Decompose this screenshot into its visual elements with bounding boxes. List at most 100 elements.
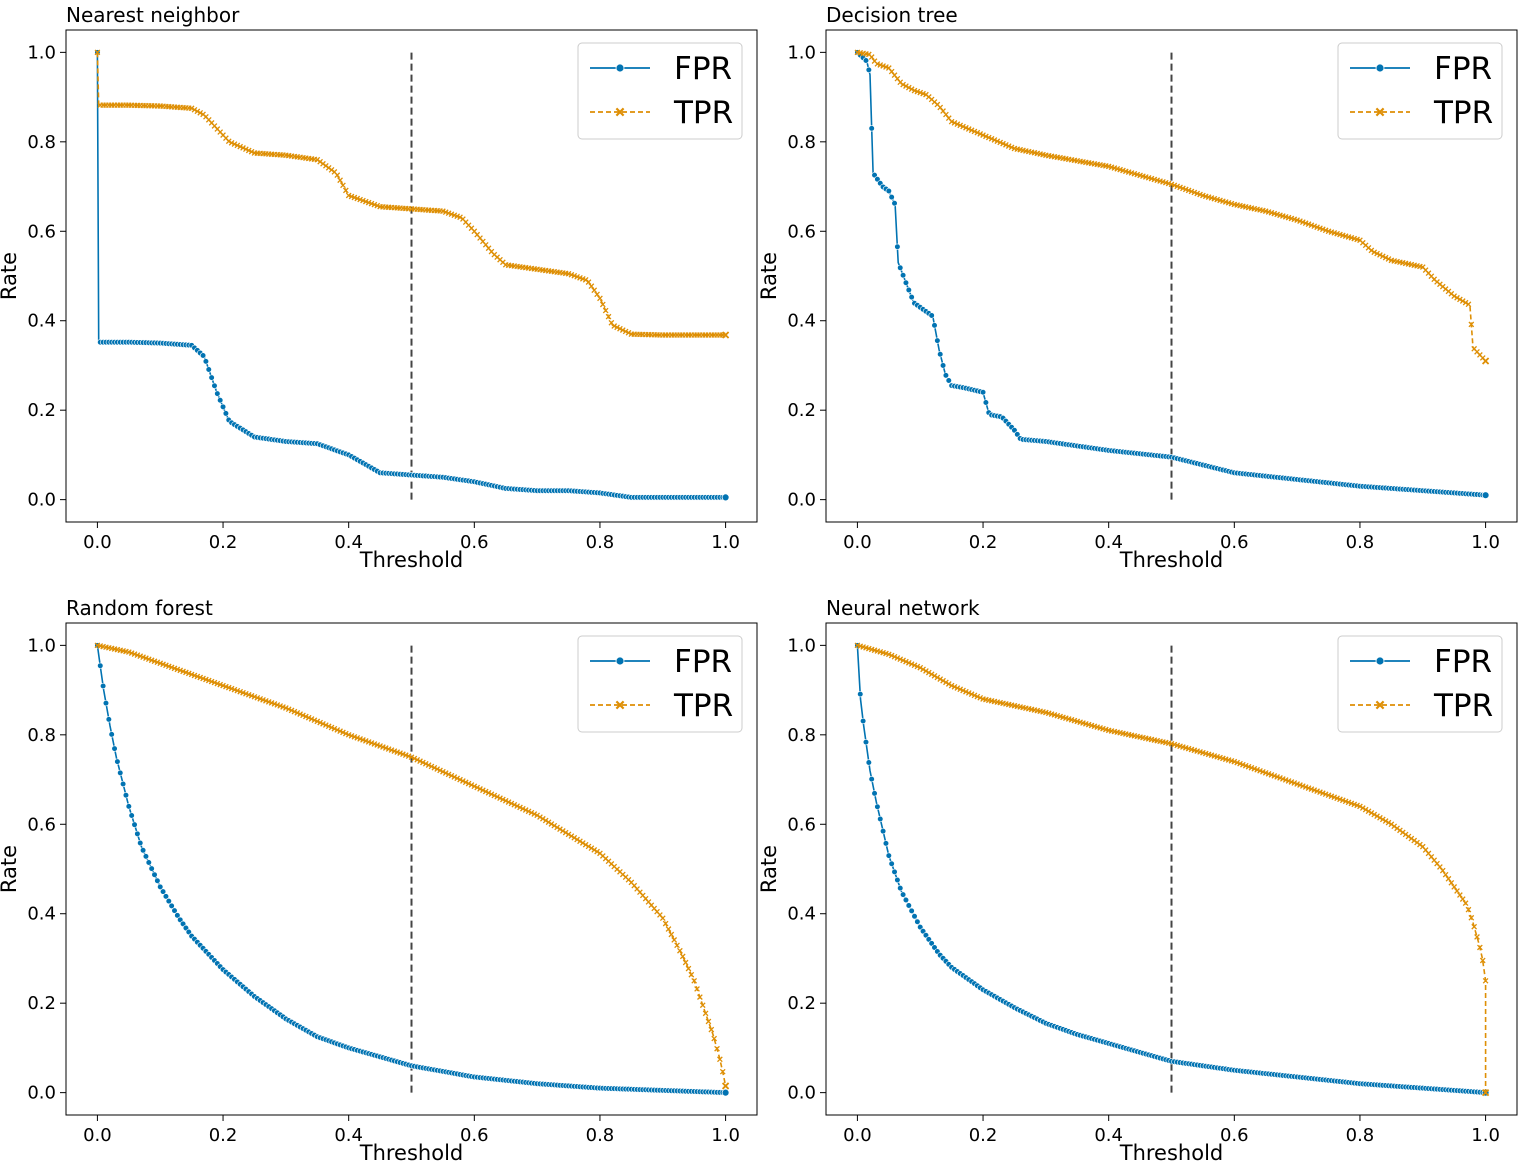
y-tick-label: 0.4 bbox=[787, 311, 816, 332]
fpr-point bbox=[885, 187, 892, 195]
tpr-point bbox=[868, 54, 875, 60]
tpr-point bbox=[1477, 944, 1483, 951]
x-tick-label: 0.8 bbox=[1346, 532, 1375, 553]
tpr-point bbox=[537, 814, 543, 820]
tpr-point bbox=[1474, 934, 1480, 940]
fpr-point bbox=[902, 279, 910, 286]
tpr-point bbox=[1379, 253, 1386, 260]
x-tick-label: 0.4 bbox=[334, 1125, 363, 1146]
tpr-point bbox=[1448, 879, 1455, 886]
tpr-point bbox=[917, 664, 924, 671]
y-tick-label: 0.0 bbox=[27, 1083, 56, 1104]
tpr-point bbox=[411, 755, 418, 762]
y-tick-label: 0.0 bbox=[787, 490, 816, 511]
tpr-point bbox=[188, 105, 195, 112]
tpr-point bbox=[491, 792, 498, 799]
fpr-point bbox=[897, 885, 904, 892]
fpr-point bbox=[151, 871, 158, 878]
legend-tpr-label: TPR bbox=[1433, 688, 1493, 724]
tpr-point bbox=[1459, 298, 1466, 304]
y-tick-label: 0.2 bbox=[27, 993, 56, 1014]
tpr-point bbox=[457, 214, 463, 221]
fpr-point bbox=[902, 896, 910, 904]
tpr-end-point bbox=[721, 331, 730, 339]
fpr-point bbox=[882, 840, 890, 847]
tpr-point bbox=[414, 756, 421, 763]
tpr-point bbox=[1451, 293, 1458, 299]
tpr-point bbox=[1454, 294, 1460, 301]
y-axis-label: Rate bbox=[0, 252, 21, 300]
tpr-point bbox=[1451, 884, 1458, 890]
tpr-point bbox=[920, 666, 926, 673]
fpr-point bbox=[122, 792, 130, 799]
x-tick-label: 0.4 bbox=[334, 532, 363, 553]
tpr-point bbox=[417, 758, 423, 765]
tpr-point bbox=[522, 807, 529, 813]
tpr-point bbox=[1439, 867, 1446, 874]
fpr-point bbox=[131, 821, 138, 828]
tpr-point bbox=[594, 291, 600, 298]
fpr-point bbox=[222, 410, 230, 417]
tpr-point bbox=[925, 669, 932, 676]
fpr-point bbox=[162, 893, 170, 900]
tpr-point bbox=[500, 796, 506, 803]
legend: FPR TPR bbox=[1337, 42, 1503, 140]
tpr-point bbox=[668, 931, 675, 938]
legend-fpr-marker bbox=[1375, 656, 1385, 666]
tpr-point bbox=[1479, 957, 1486, 964]
fpr-point bbox=[934, 337, 941, 344]
legend-tpr-marker bbox=[1375, 700, 1385, 710]
legend-tpr-label: TPR bbox=[1433, 95, 1493, 131]
fpr-point bbox=[885, 852, 892, 859]
tpr-point bbox=[679, 953, 686, 960]
tpr-point bbox=[494, 793, 501, 800]
tpr-point bbox=[622, 328, 629, 335]
fpr-point bbox=[125, 803, 132, 810]
fpr-point bbox=[137, 839, 144, 847]
tpr-point bbox=[451, 774, 458, 780]
fpr-point bbox=[120, 780, 127, 788]
fpr-point bbox=[899, 891, 907, 898]
fpr-point bbox=[154, 877, 161, 884]
fpr-point bbox=[945, 377, 952, 384]
tpr-point bbox=[611, 323, 618, 329]
tpr-point bbox=[694, 986, 700, 992]
tpr-point bbox=[903, 83, 909, 89]
fpr-point bbox=[862, 57, 870, 64]
plot-area-frame bbox=[825, 622, 1518, 1116]
tpr-point bbox=[691, 977, 698, 984]
tpr-point bbox=[440, 768, 446, 775]
chart-panel: Random forest 0.0 0.2 0.4 0.6 0.8 1.0 0.0 0.2 0.4… bbox=[0, 596, 758, 1165]
fpr-point bbox=[914, 918, 921, 925]
fpr-point bbox=[982, 399, 990, 406]
fpr-point bbox=[928, 312, 935, 319]
tpr-point bbox=[1459, 896, 1466, 902]
tpr-point bbox=[437, 767, 443, 774]
fpr-point bbox=[862, 739, 870, 746]
fpr-point bbox=[214, 390, 221, 397]
x-tick-label: 0.2 bbox=[209, 532, 238, 553]
tpr-point bbox=[711, 1035, 718, 1042]
tpr-point bbox=[434, 766, 441, 772]
tpr-point bbox=[485, 790, 492, 796]
tpr-point bbox=[545, 819, 552, 826]
tpr-point bbox=[1382, 254, 1389, 261]
fpr-point bbox=[111, 745, 118, 752]
y-tick-label: 1.0 bbox=[27, 42, 56, 63]
legend-fpr-label: FPR bbox=[1434, 51, 1492, 87]
tpr-point bbox=[1465, 906, 1472, 913]
tpr-point bbox=[685, 965, 692, 972]
x-axis-label: Threshold bbox=[1119, 548, 1224, 572]
tpr-point bbox=[482, 788, 489, 795]
y-axis-label: Rate bbox=[0, 845, 21, 893]
tpr-point bbox=[480, 787, 486, 794]
fpr-point bbox=[860, 717, 867, 725]
x-tick-label: 1.0 bbox=[711, 532, 740, 553]
tpr-point bbox=[585, 279, 592, 285]
tpr-point bbox=[714, 1045, 720, 1052]
tpr-point bbox=[617, 325, 623, 332]
tpr-point bbox=[191, 106, 198, 113]
tpr-point bbox=[597, 295, 603, 302]
fpr-point bbox=[159, 888, 167, 895]
x-tick-label: 1.0 bbox=[711, 1125, 740, 1146]
